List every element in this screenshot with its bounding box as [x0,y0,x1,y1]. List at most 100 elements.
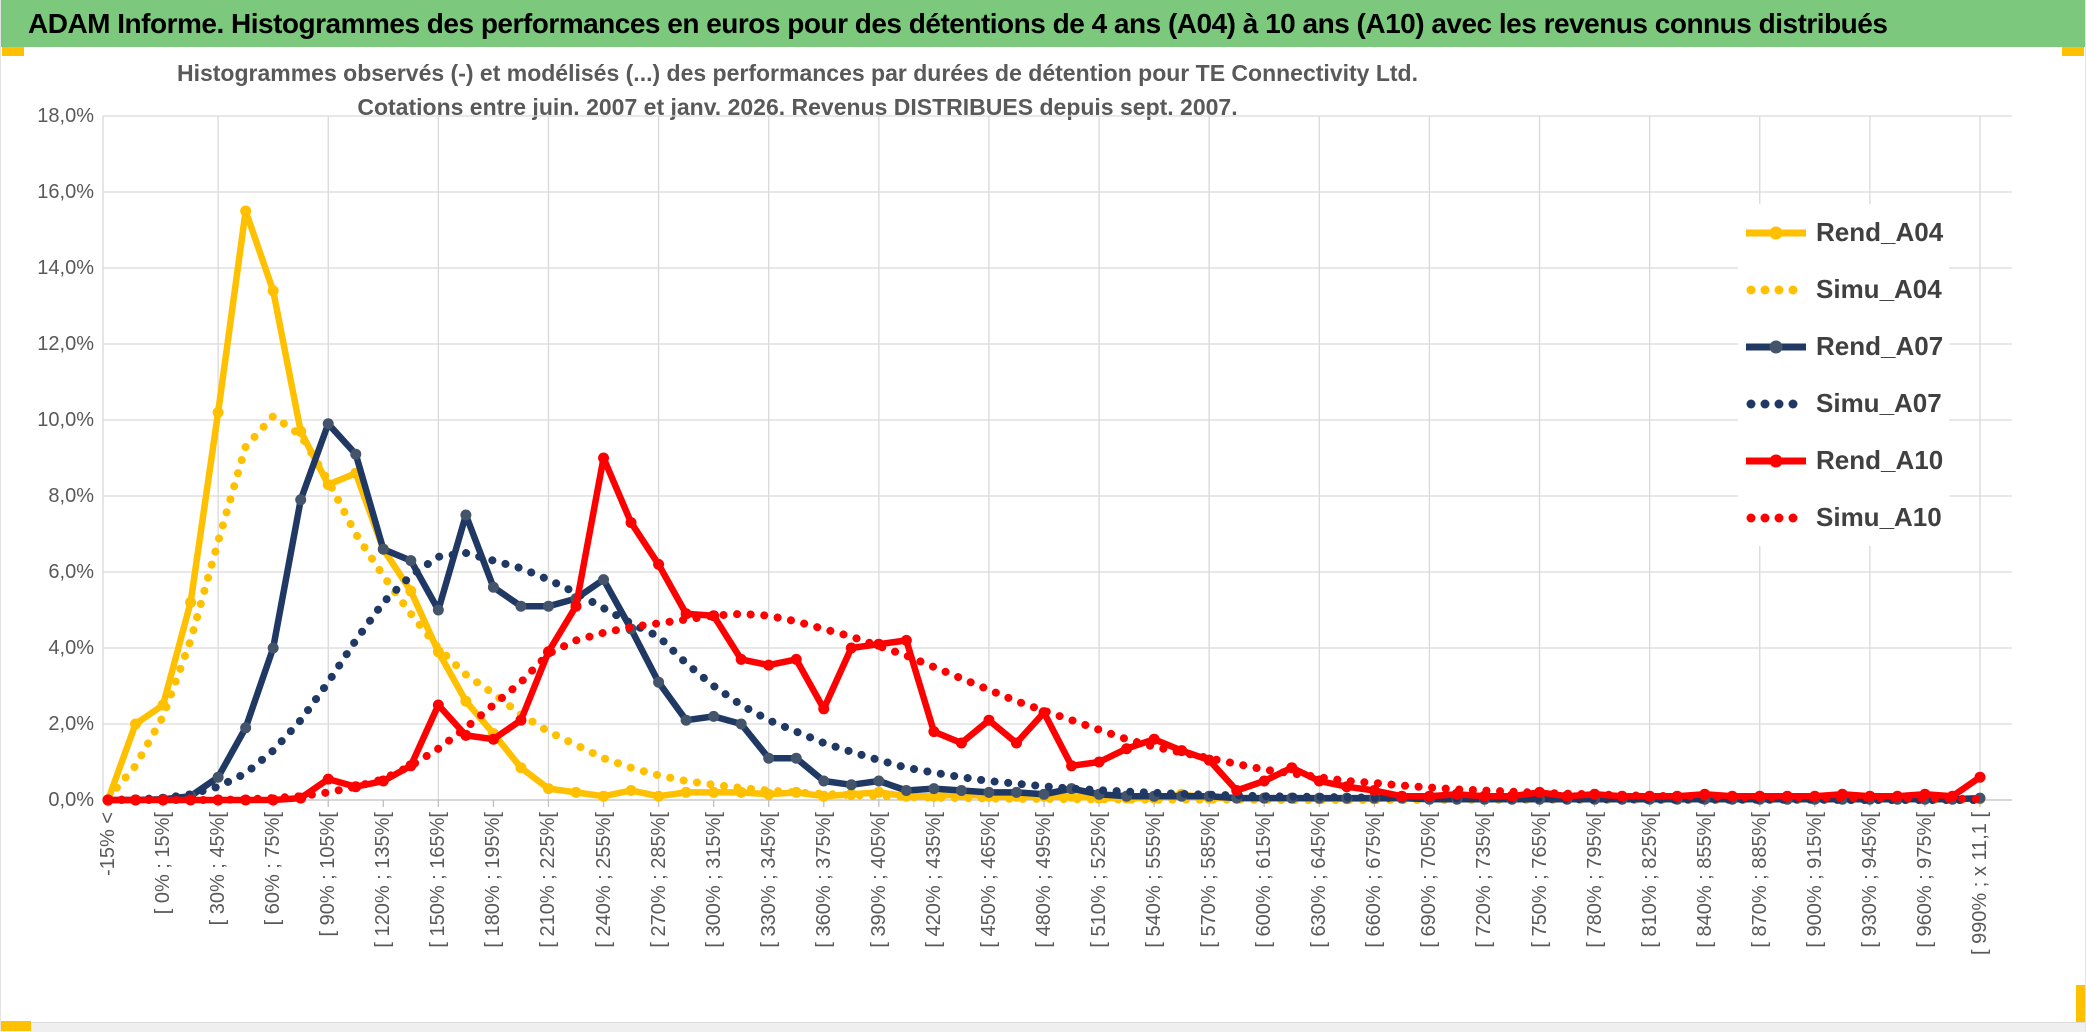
series-marker-Rend_A10 [900,634,912,646]
series-marker-Rend_A07 [735,718,747,730]
series-marker-Rend_A04 [240,205,252,217]
legend-marker-line [1746,226,1806,239]
series-marker-Rend_A10 [1121,743,1133,755]
series-marker-Rend_A07 [708,710,720,722]
series-marker-Rend_A10 [1258,775,1270,787]
legend: Rend_A04 Simu_A04 Rend_A07 Simu_A07 Rend_A10… [1738,204,1950,546]
legend-marker-line [1746,340,1806,353]
series-marker-Rend_A04 [598,790,610,802]
y-tick-label: 14,0% [37,257,94,279]
series-marker-Rend_A04 [267,285,279,297]
series-marker-Rend_A04 [680,786,692,798]
series-marker-Rend_A07 [1038,788,1050,800]
legend-marker-line [1746,454,1806,467]
series-line-Simu_A07 [104,549,1984,804]
x-tick-label: -15% < [97,812,119,876]
series-marker-Rend_A07 [680,714,692,726]
legend-label: Simu_A10 [1816,502,1942,532]
legend-item-Rend_A10: Rend_A10 [1744,432,1943,489]
legend-item-Rend_A07: Rend_A07 [1744,318,1943,375]
legend-item-Simu_A07: Simu_A07 [1744,375,1943,432]
series-marker-Rend_A10 [763,659,775,671]
x-tick-label: [ 870% ; 885%[ [1748,812,1771,948]
series-marker-Rend_A04 [515,762,527,774]
legend-label: Simu_A07 [1816,388,1942,418]
series-marker-Rend_A07 [845,779,857,791]
series-marker-Rend_A07 [818,775,830,787]
y-tick-label: 6,0% [48,561,94,583]
series-marker-Rend_A04 [570,786,582,798]
x-tick-label: [ 660% ; 675%[ [1363,812,1386,948]
series-marker-Rend_A07 [350,448,362,460]
x-tick-label: [ 480% ; 495%[ [1033,812,1055,948]
series-marker-Rend_A07 [240,722,252,734]
series-marker-Rend_A10 [1066,760,1078,772]
series-marker-Rend_A07 [515,600,527,612]
x-tick-label: [ 990% ; x 11,1 [ [1969,812,1991,956]
y-tick-label: 2,0% [48,713,94,735]
series-marker-Rend_A07 [790,752,802,764]
series-marker-Rend_A07 [900,785,912,796]
x-tick-label: [ 960% ; 975%[ [1913,812,1936,948]
series-marker-Rend_A07 [432,604,444,616]
legend-label: Rend_A07 [1816,331,1944,361]
y-tick-label: 0,0% [48,789,94,811]
legend-item-Simu_A04: Simu_A04 [1744,261,1943,318]
x-tick-label: [ 720% ; 735%[ [1473,812,1496,948]
x-tick-label: [ 510% ; 525%[ [1088,812,1111,948]
series-marker-Rend_A07 [598,574,610,586]
series-marker-Rend_A07 [1010,786,1022,798]
y-tick-label: 4,0% [48,637,94,659]
x-tick-label: [ 60% ; 75%[ [262,812,285,926]
series-marker-Rend_A10 [1010,737,1022,749]
series-marker-Rend_A07 [267,642,279,654]
series-marker-Rend_A10 [598,452,610,464]
horizontal-scrollbar-thumb[interactable] [1,1021,31,1031]
series-marker-Rend_A10 [515,714,527,726]
x-tick-label: [ 900% ; 915%[ [1803,812,1826,948]
legend-marker-dots [1746,285,1798,294]
series-marker-Rend_A04 [708,786,720,798]
y-tick-label: 12,0% [37,333,94,355]
y-tick-label: 18,0% [37,105,94,127]
series-marker-Rend_A10 [1423,790,1435,802]
series-marker-Rend_A07 [928,783,940,795]
x-tick-label: [ 0% ; 15%[ [152,812,175,915]
accent-top-right [2062,47,2084,56]
horizontal-scrollbar-track[interactable] [0,1022,2086,1032]
y-tick-label: 10,0% [37,409,94,431]
x-tick-label: [ 750% ; 765%[ [1528,812,1551,948]
series-marker-Rend_A07 [653,676,665,688]
series-marker-Rend_A10 [653,558,665,570]
x-tick-label: [ 150% ; 165%[ [427,812,450,948]
series-marker-Rend_A07 [460,509,472,521]
series-marker-Rend_A04 [460,695,472,707]
series-line-Simu_A10 [104,609,1984,804]
x-tick-label: [ 540% ; 555%[ [1143,812,1166,948]
series-marker-Rend_A10 [322,773,334,785]
series-marker-Rend_A07 [295,494,307,506]
series-marker-Rend_A10 [1231,785,1243,796]
series-marker-Rend_A10 [432,699,444,711]
series-line-Simu_A04 [104,412,1984,804]
header-bar: ADAM Informe. Histogrammes des performan… [0,0,2086,47]
series-marker-Rend_A04 [625,785,637,796]
series-marker-Rend_A04 [405,585,417,597]
series-marker-Rend_A10 [928,726,940,738]
x-tick-label: [ 780% ; 795%[ [1583,812,1606,948]
series-marker-Rend_A10 [845,642,857,654]
x-tick-label: [ 300% ; 315%[ [702,812,725,948]
series-marker-Rend_A04 [130,718,142,730]
x-tick-label: [ 270% ; 285%[ [647,812,670,948]
legend-marker-dots [1746,399,1798,408]
legend-label: Rend_A04 [1816,217,1944,247]
x-tick-label: [ 210% ; 225%[ [537,812,560,948]
series-marker-Rend_A07 [405,555,417,567]
series-line-Rend_A07 [108,420,1981,804]
y-tick-label: 8,0% [48,485,94,507]
accent-bottom-right [2076,985,2086,1031]
x-tick-label: [ 930% ; 945%[ [1858,812,1881,948]
series-marker-Rend_A07 [955,785,967,796]
x-tick-label: [ 90% ; 105%[ [317,812,340,937]
